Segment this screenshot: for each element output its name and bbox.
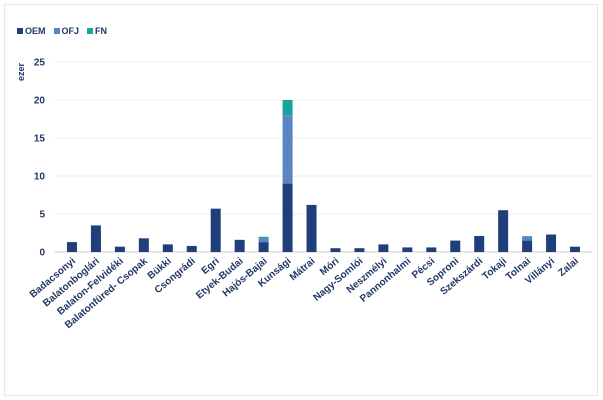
bar-oem-14 — [402, 247, 413, 252]
bar-oem-2 — [114, 246, 125, 252]
legend: OEM OFJ FN — [17, 26, 107, 36]
bar-oem-17 — [474, 236, 485, 252]
bar-ofj-9 — [282, 115, 293, 184]
y-tick-label: 20 — [34, 96, 46, 107]
legend-swatch-oem — [17, 28, 23, 34]
bar-oem-16 — [450, 240, 461, 252]
bar-oem-5 — [186, 245, 197, 252]
y-tick-label: 0 — [39, 248, 45, 259]
bar-oem-7 — [234, 239, 245, 252]
y-tick-label: 25 — [34, 58, 46, 69]
legend-item-ofj: OFJ — [53, 26, 80, 36]
legend-label-ofj: OFJ — [61, 26, 80, 36]
chart-frame — [4, 4, 598, 396]
y-tick-label: 5 — [39, 210, 45, 221]
legend-swatch-ofj — [53, 28, 60, 34]
bar-oem-0 — [66, 242, 77, 252]
x-tick-label: Tokaji — [480, 256, 509, 283]
bar-oem-10 — [306, 204, 317, 252]
bar-ofj-19 — [522, 236, 533, 241]
bar-oem-15 — [426, 247, 437, 252]
bar-oem-18 — [498, 210, 509, 252]
bar-oem-12 — [354, 248, 365, 252]
x-tick-label: Zalai — [556, 256, 581, 279]
y-axis-label: ezer — [16, 62, 26, 81]
legend-label-fn: FN — [95, 26, 108, 36]
bar-oem-11 — [330, 248, 341, 252]
bar-fn-19 — [522, 236, 533, 237]
bar-oem-8 — [258, 242, 269, 252]
x-tick-label: Mátrai — [288, 256, 318, 284]
bar-ofj-8 — [258, 238, 269, 243]
bar-oem-13 — [378, 244, 389, 252]
legend-swatch-fn — [87, 28, 94, 34]
bar-oem-6 — [210, 208, 221, 252]
y-tick-label: 15 — [34, 134, 46, 145]
bar-fn-9 — [282, 100, 293, 116]
bar-oem-4 — [162, 244, 173, 252]
bar-oem-1 — [90, 225, 101, 252]
bar-fn-8 — [258, 236, 269, 239]
legend-item-fn: FN — [87, 26, 107, 36]
legend-item-oem: OEM — [17, 26, 46, 36]
legend-label-oem: OEM — [25, 26, 46, 36]
y-tick-label: 10 — [34, 172, 46, 183]
bar-oem-20 — [546, 234, 557, 252]
bar-oem-21 — [570, 246, 581, 252]
bar-oem-3 — [138, 238, 149, 252]
bar-oem-9 — [282, 183, 293, 252]
bar-oem-19 — [522, 240, 533, 252]
